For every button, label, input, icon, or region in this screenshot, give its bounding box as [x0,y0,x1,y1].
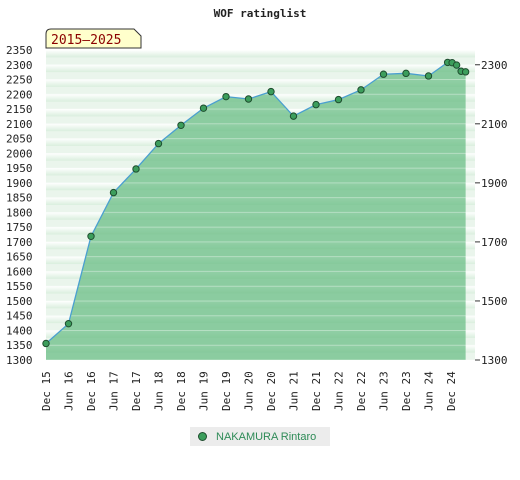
grid-lines [46,49,475,361]
left-tick-label: 2300 [6,59,33,72]
right-tick-label: 1500 [481,295,508,308]
band [46,64,475,73]
x-tick-label: Dec 19 [220,371,233,411]
left-tick-label: 1800 [6,206,33,219]
band [46,50,475,58]
left-tick-label: 1850 [6,192,33,205]
x-tick-label: Dec 15 [40,371,53,411]
data-point [289,112,298,120]
data-point [267,87,275,96]
right-tick-label: 1700 [481,236,508,249]
left-tick-label: 2050 [6,133,33,146]
data-point [244,95,253,103]
legend: NAKAMURA Rintaro [190,427,330,446]
x-axis: Dec 15 Jun 16 Dec 16 Jun 17 Dec 17 Jun 18 Dec … [40,371,458,411]
x-tick-label: Jun 18 [153,371,166,411]
right-y-axis: 1300 1500 1700 1900 2100 2300 [475,59,508,367]
left-tick-label: 1650 [6,251,33,264]
data-point [424,72,433,80]
data-point [402,69,410,78]
x-tick-label: Dec 16 [85,371,98,411]
data-point [312,100,320,109]
legend-series-name: NAKAMURA Rintaro [216,430,317,443]
left-tick-label: 1300 [6,354,33,367]
x-tick-label: Jun 24 [423,371,436,411]
data-point [334,95,343,104]
left-tick-label: 2350 [6,44,33,57]
left-tick-label: 2000 [6,147,33,160]
left-tick-label: 1350 [6,339,33,352]
x-tick-label: Jun 17 [108,371,121,411]
left-tick-label: 2250 [6,74,33,87]
x-tick-label: Dec 21 [310,371,323,411]
right-tick-label: 2100 [481,118,508,131]
right-tick-label: 1900 [481,177,508,190]
left-y-axis: 1300135014001450150015501600165017001750… [6,44,33,367]
x-tick-label: Dec 23 [400,371,413,411]
left-tick-label: 1900 [6,177,33,190]
data-point [132,165,140,173]
data-point [357,86,365,94]
x-tick-label: Jun 23 [378,371,391,411]
x-tick-label: Dec 22 [355,371,368,411]
data-point [154,139,163,148]
data-point [461,68,470,76]
x-tick-label: Dec 18 [175,371,188,411]
left-tick-label: 1500 [6,295,33,308]
data-point [109,188,118,197]
left-tick-label: 1400 [6,324,33,337]
x-tick-label: Jun 16 [63,371,76,411]
data-point [64,319,73,328]
area-fill [46,62,466,360]
x-tick-label: Jun 21 [288,371,301,411]
right-tick-label: 1300 [481,354,508,367]
x-tick-label: Jun 19 [198,371,211,411]
data-point [379,70,388,78]
x-tick-label: Jun 20 [243,371,256,411]
left-tick-label: 1450 [6,310,33,323]
period-label: 2015–2025 [51,33,121,48]
legend-marker [198,432,207,441]
x-tick-label: Dec 17 [130,371,143,411]
data-points [42,58,470,348]
data-point [42,339,50,348]
left-tick-label: 1950 [6,162,33,175]
left-tick-label: 1600 [6,265,33,278]
x-tick-label: Dec 24 [445,371,458,411]
left-tick-label: 2150 [6,103,33,116]
band [46,79,475,87]
period-badge: 2015–2025 [45,28,142,49]
data-point [87,232,95,240]
left-tick-label: 1700 [6,236,33,249]
x-tick-label: Jun 22 [333,371,346,411]
data-point [177,121,185,129]
x-tick-label: Dec 20 [265,371,278,411]
right-tick-label: 2300 [481,59,508,72]
chart-title: WOF ratinglist [214,7,307,20]
data-point [452,61,461,69]
left-tick-label: 1750 [6,221,33,234]
left-tick-label: 2200 [6,88,33,101]
data-point [222,92,230,101]
series-area [46,62,466,360]
left-tick-label: 1550 [6,280,33,293]
left-tick-label: 2100 [6,118,33,131]
data-point [199,104,208,112]
period-badge-box [45,28,142,49]
